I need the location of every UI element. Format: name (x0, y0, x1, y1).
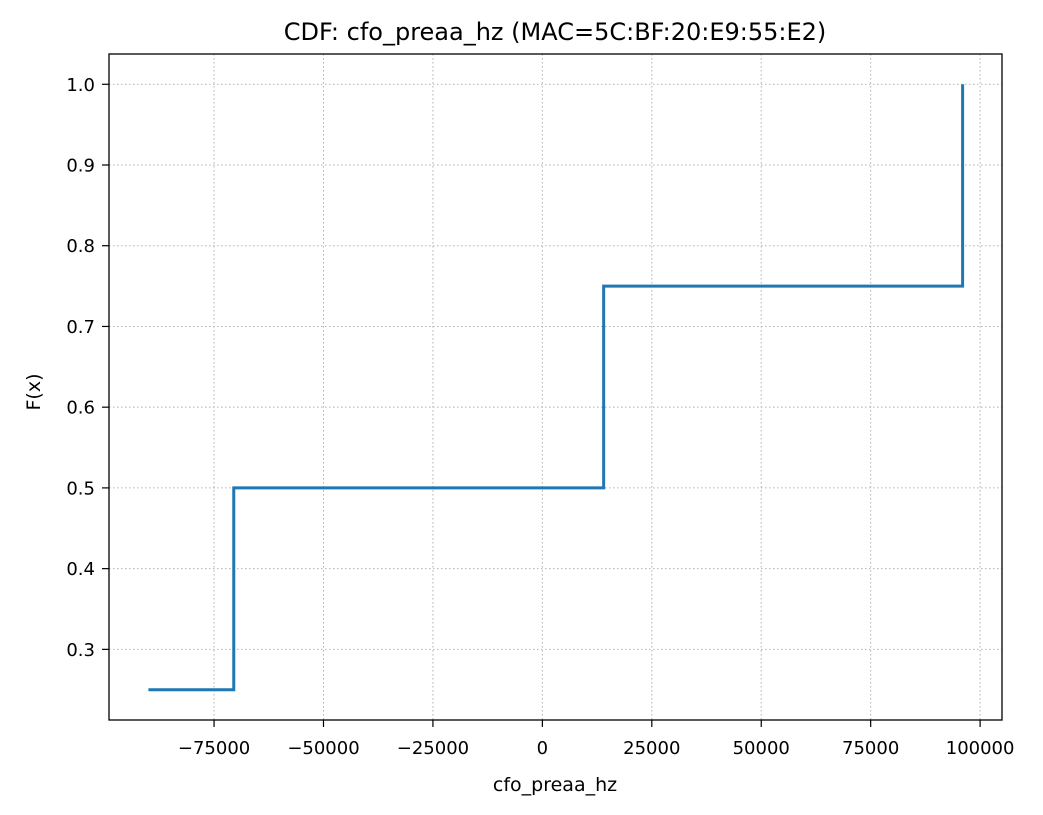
y-axis-ticks: 0.3 0.4 0.5 0.6 0.7 0.8 0.9 1.0 (66, 75, 109, 661)
x-tick-label: 100000 (946, 738, 1015, 759)
x-tick-label: −25000 (397, 738, 469, 759)
x-axis-ticks: −75000 −50000 −25000 0 25000 50000 75000 100000 (178, 720, 1015, 759)
x-tick-label: 75000 (842, 738, 899, 759)
y-tick-label: 1.0 (66, 75, 95, 96)
y-tick-label: 0.4 (66, 559, 95, 580)
cdf-step-line (148, 84, 965, 692)
x-tick-label: 0 (537, 738, 548, 759)
y-tick-label: 0.7 (66, 317, 95, 338)
y-tick-label: 0.9 (66, 156, 95, 177)
y-axis-label: F(x) (23, 374, 45, 411)
y-tick-label: 0.5 (66, 478, 95, 499)
y-tick-label: 0.3 (66, 640, 95, 661)
grid (109, 54, 1002, 720)
plot-frame (108, 53, 1003, 721)
y-tick-label: 0.8 (66, 236, 95, 257)
x-axis-label: cfo_preaa_hz (493, 774, 617, 796)
x-tick-label: −50000 (287, 738, 359, 759)
x-tick-label: 25000 (623, 738, 680, 759)
series-layer (148, 84, 965, 692)
x-tick-label: 50000 (733, 738, 790, 759)
y-tick-label: 0.6 (66, 398, 95, 419)
x-tick-label: −75000 (178, 738, 250, 759)
chart-title: CDF: cfo_preaa_hz (MAC=5C:BF:20:E9:55:E2… (284, 18, 827, 46)
